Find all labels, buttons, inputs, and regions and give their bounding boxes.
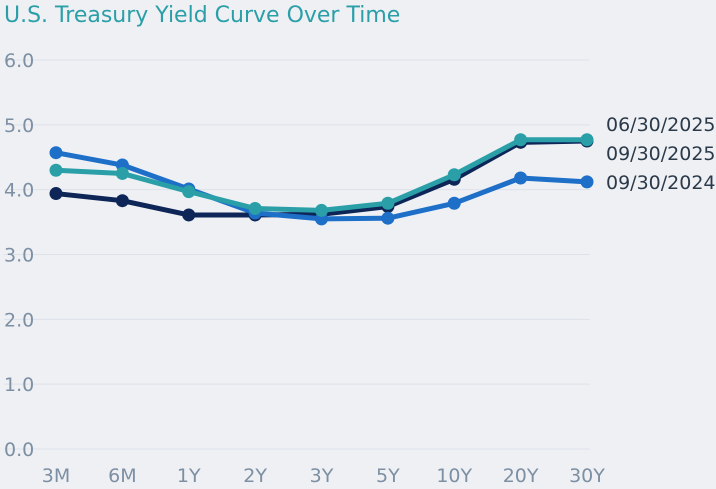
x-axis-ticks: 3M 6M 1Y 2Y 3Y 5Y 10Y 20Y 30Y [42,465,606,487]
data-point [447,168,461,182]
y-tick-label: 5.0 [4,115,34,137]
legend-label: 06/30/2025 [606,114,716,136]
data-point [115,166,129,180]
data-point [49,187,63,201]
x-tick-label: 30Y [569,465,605,487]
x-tick-label: 6M [108,465,136,487]
data-point [49,146,63,160]
y-tick-label: 4.0 [4,180,34,202]
data-point [580,133,594,147]
y-tick-label: 1.0 [4,374,34,396]
x-tick-label: 5Y [376,465,400,487]
data-point [514,171,528,185]
data-point [115,194,129,208]
data-point [514,133,528,147]
series-06-30-2025 [49,133,594,217]
data-point [182,208,196,222]
data-point [49,163,63,177]
data-point [248,201,262,215]
legend-label: 09/30/2024 [606,172,716,194]
x-tick-label: 3Y [310,465,334,487]
data-point [580,175,594,189]
data-point [381,211,395,225]
data-point [447,196,461,210]
x-tick-label: 10Y [436,465,472,487]
chart-title: U.S. Treasury Yield Curve Over Time [4,3,400,28]
legend-label: 09/30/2025 [606,143,716,165]
data-point [315,203,328,217]
legend: 06/30/2025 09/30/2025 09/30/2024 [606,114,716,194]
grid-lines [4,59,590,450]
x-tick-label: 2Y [243,465,267,487]
x-tick-label: 20Y [503,465,539,487]
y-tick-label: 6.0 [4,50,34,72]
y-tick-label: 2.0 [4,309,34,331]
data-point [381,196,395,210]
y-tick-label: 3.0 [4,245,34,267]
series-lines [49,133,594,226]
x-tick-label: 3M [42,465,70,487]
y-tick-label: 0.0 [4,439,34,461]
data-point [182,185,196,199]
y-axis-ticks: 0.0 1.0 2.0 3.0 4.0 5.0 6.0 [4,50,34,461]
x-tick-label: 1Y [177,465,201,487]
